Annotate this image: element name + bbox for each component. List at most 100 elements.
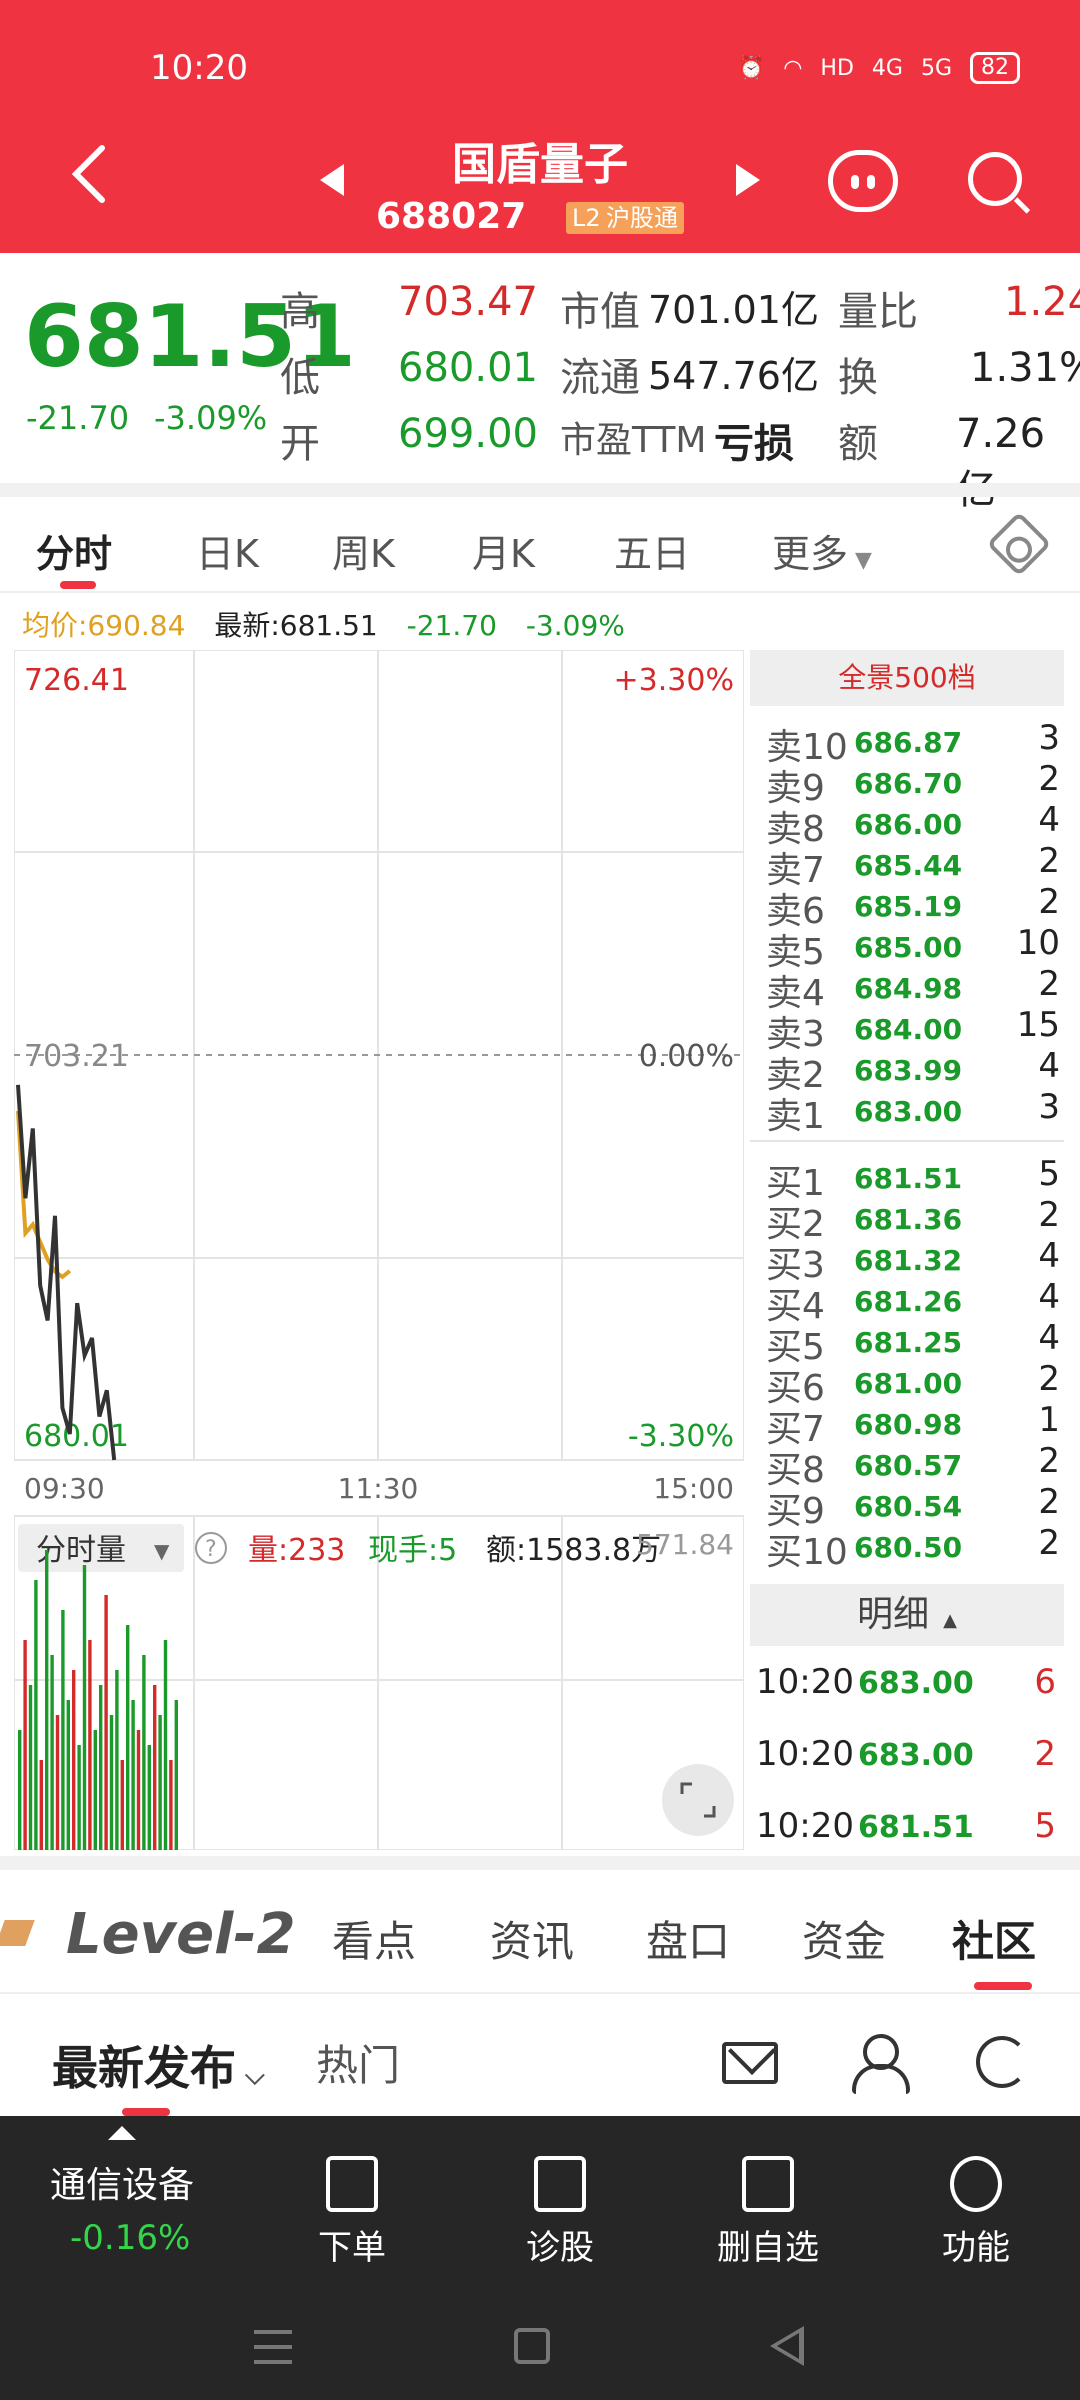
level-price: 680.50 xyxy=(854,1531,963,1564)
level-name: 卖6 xyxy=(766,891,825,932)
volume-bar xyxy=(104,1595,108,1850)
volume-ratio-label: 量比 xyxy=(838,289,918,335)
settings-icon[interactable] xyxy=(986,511,1052,577)
bid-row[interactable]: 买10 680.50 2 xyxy=(766,1523,1062,1573)
tab-capital[interactable]: 资金 xyxy=(802,1917,887,1966)
quote-panel: 681.51 -21.70 -3.09% 高 703.47 低 680.01 开… xyxy=(0,253,1080,513)
diagnose-icon xyxy=(534,2156,586,2212)
tab-daily-k[interactable]: 日K xyxy=(196,532,259,576)
level-price: 685.00 xyxy=(854,931,963,964)
level-price: 683.99 xyxy=(854,1054,963,1087)
chevron-down-icon: ▼ xyxy=(154,1539,170,1563)
bid-row[interactable]: 买2 681.36 2 xyxy=(766,1195,1062,1245)
level-qty: 2 xyxy=(1038,964,1060,1004)
refresh-icon[interactable] xyxy=(976,2036,1028,2088)
help-icon-glyph: ? xyxy=(205,1537,217,1562)
hd-icon: HD xyxy=(820,55,854,81)
level-name: 买10 xyxy=(766,1532,848,1573)
trade-detail-header[interactable]: 明细 xyxy=(750,1584,1064,1646)
level-price: 685.44 xyxy=(854,849,963,882)
ask-row[interactable]: 卖2 683.99 4 xyxy=(766,1046,1062,1096)
user-icon[interactable] xyxy=(852,2034,910,2094)
level2-badge-icon xyxy=(0,1920,35,1946)
functions-icon xyxy=(950,2156,1002,2212)
bid-row[interactable]: 买5 681.25 4 xyxy=(766,1318,1062,1368)
level-qty: 2 xyxy=(1038,882,1060,922)
ask-row[interactable]: 卖7 685.44 2 xyxy=(766,841,1062,891)
remove-watchlist-icon xyxy=(742,2156,794,2212)
volume-bar xyxy=(50,1655,54,1850)
remove-watchlist-button[interactable]: 删自选 xyxy=(668,2140,868,2269)
order-book-title[interactable]: 全景500档 xyxy=(750,650,1064,706)
tab-order-flow[interactable]: 盘口 xyxy=(646,1917,731,1966)
feed-latest[interactable]: 最新发布 ⌵ xyxy=(52,2041,265,2095)
tab-intraday[interactable]: 分时 xyxy=(36,532,113,576)
order-button[interactable]: 下单 xyxy=(252,2140,452,2269)
chart-tabs: 分时 日K 周K 月K 五日 更多 ▼ xyxy=(0,497,1080,593)
help-icon[interactable] xyxy=(195,1532,227,1564)
volume-bar xyxy=(34,1580,38,1850)
bid-row[interactable]: 买3 681.32 4 xyxy=(766,1236,1062,1286)
level-name: 卖10 xyxy=(766,727,848,768)
search-icon[interactable] xyxy=(968,152,1022,206)
feed-hot[interactable]: 热门 xyxy=(316,2041,401,2090)
float-label: 流通 xyxy=(560,355,640,401)
diagnose-button[interactable]: 诊股 xyxy=(460,2140,660,2269)
price-change-pct: -3.09% xyxy=(154,399,268,437)
ask-row[interactable]: 卖6 685.19 2 xyxy=(766,882,1062,932)
level-name: 买3 xyxy=(766,1245,825,1286)
prev-stock-icon[interactable] xyxy=(320,164,344,196)
volume-bar xyxy=(169,1760,173,1850)
back-icon[interactable] xyxy=(770,2326,804,2366)
tab-five-day[interactable]: 五日 xyxy=(614,532,691,576)
tab-news[interactable]: 资讯 xyxy=(490,1917,575,1966)
app-header: 10:20 ⏰ ◠ HD 4G 5G 82 国盾量子 688027 L2 沪股通 xyxy=(0,0,1080,253)
tab-more[interactable]: 更多 ▼ xyxy=(772,532,872,576)
ask-row[interactable]: 卖9 686.70 2 xyxy=(766,759,1062,809)
trade-qty: 6 xyxy=(1034,1662,1056,1702)
x-tick-open: 09:30 xyxy=(24,1472,105,1505)
bid-row[interactable]: 买9 680.54 2 xyxy=(766,1482,1062,1532)
volume-selector[interactable] xyxy=(18,1524,184,1572)
bid-row[interactable]: 买1 681.51 5 xyxy=(766,1154,1062,1204)
tab-weekly-k[interactable]: 周K xyxy=(332,532,395,576)
volume-bar xyxy=(163,1640,168,1850)
mail-icon[interactable] xyxy=(722,2042,778,2084)
ask-row[interactable]: 卖1 683.00 3 xyxy=(766,1087,1062,1137)
volume-bar xyxy=(45,1550,49,1850)
level-price: 680.54 xyxy=(854,1490,963,1523)
home-icon[interactable] xyxy=(514,2328,550,2364)
ask-row[interactable]: 卖10 686.87 3 xyxy=(766,718,1062,768)
back-arrow-icon[interactable] xyxy=(70,144,110,204)
intraday-chart[interactable]: 726.41 +3.30% 703.21 0.00% 680.01 -3.30%… xyxy=(14,650,744,1850)
robot-assistant-icon[interactable] xyxy=(828,150,898,212)
bid-row[interactable]: 买6 681.00 2 xyxy=(766,1359,1062,1409)
level-qty: 2 xyxy=(1038,1359,1060,1399)
tab-monthly-k[interactable]: 月K xyxy=(472,532,535,576)
expand-button[interactable] xyxy=(662,1764,734,1836)
bid-row[interactable]: 买7 680.98 1 xyxy=(766,1400,1062,1450)
functions-button[interactable]: 功能 xyxy=(876,2140,1076,2269)
signal-4g-icon: 4G xyxy=(871,55,903,81)
alarm-icon: ⏰ xyxy=(737,55,766,81)
level-name: 卖7 xyxy=(766,850,825,891)
volume-bar xyxy=(126,1625,130,1850)
menu-icon[interactable] xyxy=(254,2330,292,2364)
tab-level2[interactable]: Level-2 xyxy=(66,1902,296,1967)
bid-row[interactable]: 买8 680.57 2 xyxy=(766,1441,1062,1491)
ask-row[interactable]: 卖5 685.00 10 xyxy=(766,923,1062,973)
avg-price-line xyxy=(16,1110,72,1280)
bid-row[interactable]: 买4 681.26 4 xyxy=(766,1277,1062,1327)
sector-name[interactable]: 通信设备 xyxy=(50,2165,195,2206)
order-icon xyxy=(326,2156,378,2212)
ask-row[interactable]: 卖8 686.00 4 xyxy=(766,800,1062,850)
ask-row[interactable]: 卖3 684.00 15 xyxy=(766,1005,1062,1055)
order-book: 全景500档 明细 卖10686.873卖9686.702卖8686.004卖7… xyxy=(750,650,1064,1850)
level-qty: 10 xyxy=(1016,923,1060,963)
x-tick-noon: 11:30 xyxy=(338,1472,419,1505)
ask-row[interactable]: 卖4 684.98 2 xyxy=(766,964,1062,1014)
sector-change: -0.16% xyxy=(70,2218,191,2258)
next-stock-icon[interactable] xyxy=(736,164,760,196)
tab-highlights[interactable]: 看点 xyxy=(332,1917,417,1966)
tab-community[interactable]: 社区 xyxy=(952,1917,1037,1966)
